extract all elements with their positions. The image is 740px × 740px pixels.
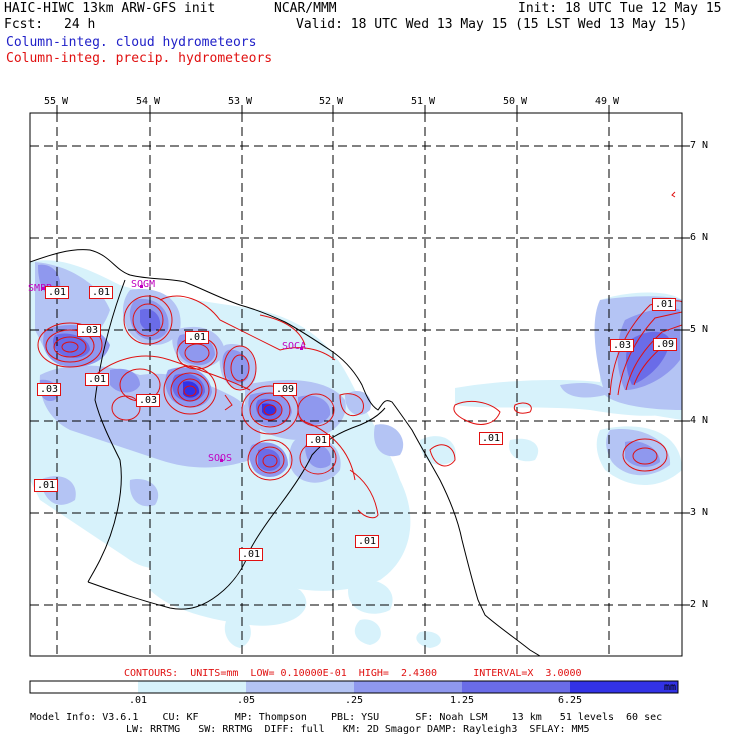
lon-label-53w: 53 W: [228, 96, 253, 107]
colorbar-segment-5: [462, 681, 570, 693]
contour-label: .01: [355, 535, 380, 548]
colorbar-segment-1: [30, 681, 138, 693]
contours-info: CONTOURS: UNITS=mm LOW= 0.10000E-01 HIGH…: [124, 668, 582, 679]
colorbar-segment-4: [354, 681, 462, 693]
contour-label: .03: [37, 383, 62, 396]
station-label-soca: SOCA: [282, 341, 307, 352]
lat-label-4n: 4 N: [690, 415, 709, 426]
forecast-value: 24 h: [64, 17, 96, 32]
lon-label-49w: 49 W: [595, 96, 620, 107]
contour-label: .01: [89, 286, 114, 299]
init-time: Init: 18 UTC Tue 12 May 15: [518, 1, 722, 16]
lon-label-50w: 50 W: [503, 96, 528, 107]
station-label-smpb: SMPB: [28, 283, 53, 294]
colorbar-segment-6: [570, 681, 678, 693]
lat-label-6n: 6 N: [690, 232, 709, 243]
valid-time: Valid: 18 UTC Wed 13 May 15 (15 LST Wed …: [296, 17, 688, 32]
map-frame: [29, 112, 683, 657]
contour-label: .03: [77, 324, 102, 337]
coastlines: [30, 249, 541, 656]
colorbar-tick: .01: [128, 695, 148, 706]
contour-label: .01: [239, 548, 264, 561]
forecast-label: Fcst:: [4, 17, 44, 32]
colorbar-frame: [29, 680, 679, 694]
colorbar-tick: 6.25: [557, 695, 583, 706]
colorbar-segment-3: [246, 681, 354, 693]
contour-label: .01: [85, 373, 110, 386]
colorbar-tick: .25: [344, 695, 364, 706]
organization-label: NCAR/MMM: [274, 1, 337, 16]
station-markers: [42, 285, 303, 462]
contour-label: .03: [610, 339, 635, 352]
contour-label: .09: [273, 383, 298, 396]
contour-label: .01: [652, 298, 677, 311]
contour-label: .01: [185, 331, 210, 344]
lat-label-5n: 5 N: [690, 324, 709, 335]
station-label-sogm: SOGM: [131, 279, 156, 290]
lon-label-54w: 54 W: [136, 96, 161, 107]
colorbar-segment-2: [138, 681, 246, 693]
contour-label: .01: [34, 479, 59, 492]
contour-label: .01: [45, 286, 70, 299]
field-legend-precip: Column-integ. precip. hydrometeors: [6, 51, 273, 66]
model-title: HAIC-HIWC 13km ARW-GFS init: [4, 1, 216, 16]
footer-physics-info: LW: RRTMG SW: RRTMG DIFF: full KM: 2D Sm…: [126, 724, 590, 735]
contour-label: .01: [479, 432, 504, 445]
lat-label-7n: 7 N: [690, 140, 709, 151]
lat-label-3n: 3 N: [690, 507, 709, 518]
tick-marks: [56, 105, 690, 606]
field-legend-cloud: Column-integ. cloud hydrometeors: [6, 35, 257, 50]
lon-label-52w: 52 W: [319, 96, 344, 107]
contour-label: .01: [306, 434, 331, 447]
lat-label-2n: 2 N: [690, 599, 709, 610]
colorbar-unit: mm: [664, 682, 677, 693]
lon-label-51w: 51 W: [411, 96, 436, 107]
contour-label: .09: [653, 338, 678, 351]
lon-label-55w: 55 W: [44, 96, 69, 107]
colorbar-tick: 1.25: [449, 695, 475, 706]
colorbar-tick: .05: [236, 695, 256, 706]
contour-label: .03: [136, 394, 161, 407]
footer-model-info: Model Info: V3.6.1 CU: KF MP: Thompson P…: [30, 712, 663, 723]
station-label-soos: SOOS: [208, 453, 233, 464]
